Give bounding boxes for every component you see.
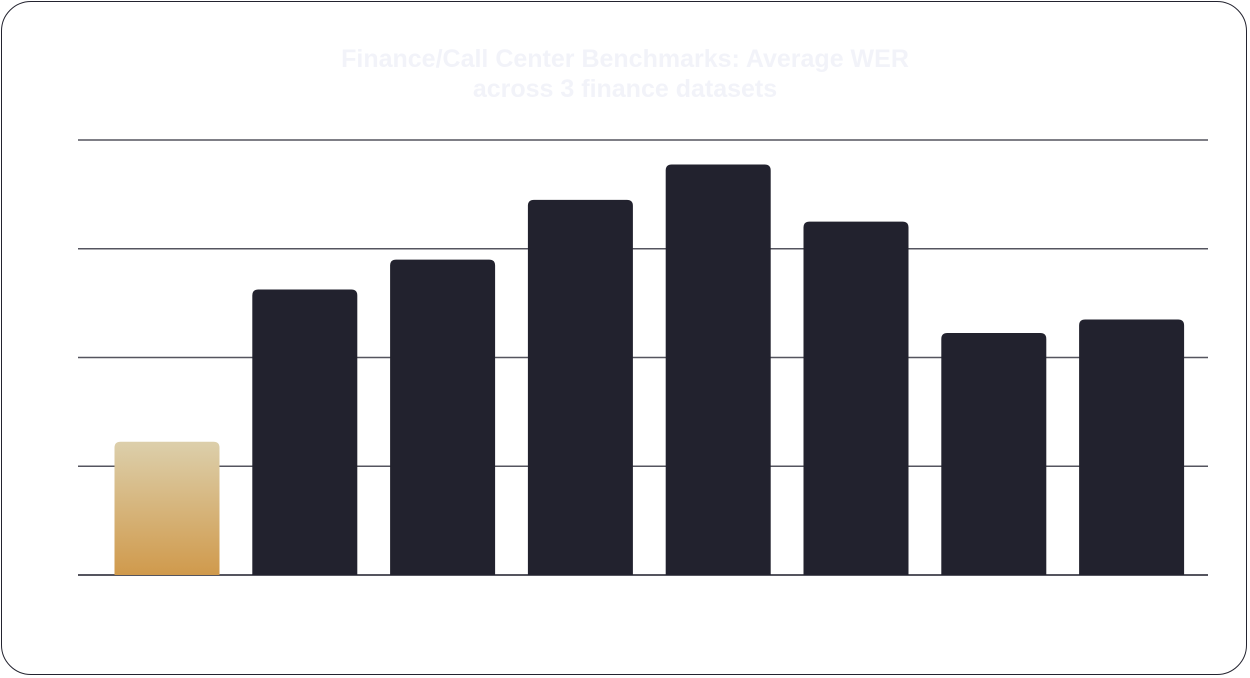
bar-highlighted <box>114 441 220 575</box>
bar <box>390 259 496 575</box>
bar <box>252 289 358 575</box>
bars <box>114 164 1185 575</box>
bar <box>803 221 909 575</box>
chart-title: Finance/Call Center Benchmarks: Average … <box>341 45 909 103</box>
bar <box>665 164 771 575</box>
bar <box>941 333 1047 575</box>
bar <box>527 199 633 575</box>
bar <box>1079 319 1185 575</box>
